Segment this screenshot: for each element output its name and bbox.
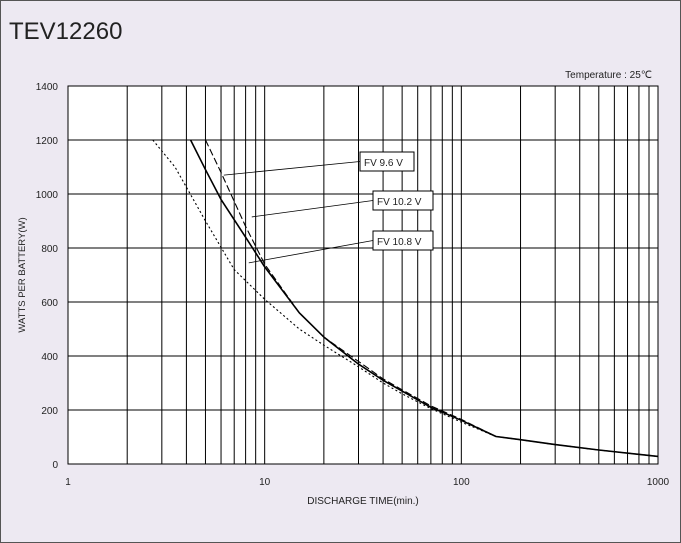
y-tick-label: 200 xyxy=(41,406,58,417)
callout-box xyxy=(359,151,415,172)
callout-leader xyxy=(223,161,361,176)
y-tick-label: 800 xyxy=(41,244,58,255)
y-tick-label: 600 xyxy=(41,298,58,309)
plot-border xyxy=(67,85,659,465)
chart-title: TEV12260 xyxy=(9,18,123,45)
callout-label: FV 10.8 V xyxy=(377,237,422,248)
y-tick-label: 400 xyxy=(41,352,58,363)
callout-label: FV 9.6 V xyxy=(364,158,403,169)
callouts-group: FV 9.6 V FV 10.2 V FV 10.8 V xyxy=(223,151,434,264)
x-axis-label: DISCHARGE TIME(min.) xyxy=(307,496,419,507)
x-tick-label: 10 xyxy=(259,477,271,488)
callout-box xyxy=(372,190,434,211)
tick-labels: 1 10 100 1000 0 200 400 600 800 1000 1200 1400 xyxy=(36,82,670,488)
callout-leader xyxy=(251,200,374,218)
grid xyxy=(68,86,658,464)
callout-box xyxy=(372,230,434,251)
callout-label: FV 10.2 V xyxy=(377,197,422,208)
x-tick-label: 1000 xyxy=(647,477,670,488)
plot-area xyxy=(68,86,658,464)
x-tick-label: 1 xyxy=(65,477,71,488)
series-group xyxy=(152,139,659,458)
y-tick-label: 1000 xyxy=(36,190,59,201)
y-axis-label: WATTS PER BATTERY(W) xyxy=(17,217,28,332)
callout-leader xyxy=(248,240,374,264)
y-tick-label: 1400 xyxy=(36,82,59,93)
y-tick-label: 0 xyxy=(52,460,58,471)
y-tick-label: 1200 xyxy=(36,136,59,147)
x-tick-label: 100 xyxy=(453,477,470,488)
temperature-note: Temperature : 25℃ xyxy=(565,70,652,81)
series-line xyxy=(189,139,659,458)
